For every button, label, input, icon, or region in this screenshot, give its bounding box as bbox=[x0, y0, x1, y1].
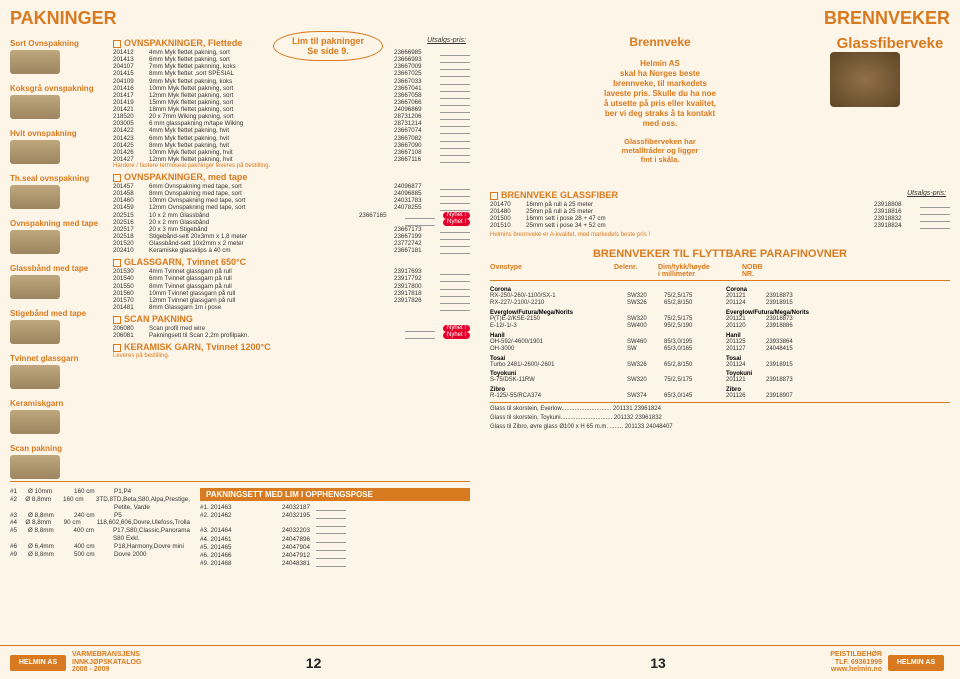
product-row: 2041099mm Myk flettet pakning, koks23667… bbox=[113, 78, 470, 85]
product-row: 21852020 x 7mm Wiking pakning, sort28731… bbox=[113, 113, 470, 120]
product-row: 20142118mm Myk flettet pakning, sort2409… bbox=[113, 106, 470, 113]
pf-right: Corona2011212391887320112423918915Evergl… bbox=[726, 285, 950, 401]
product-row: 20145912mm Ovnspakning med tape, sort240… bbox=[113, 204, 470, 211]
sidebar: Sort Ovnspakning Koksgrå ovnspakning Hvit … bbox=[10, 35, 105, 479]
product-row: 202518Stigebånd-sett 20x3mm x 1,8 meter2… bbox=[113, 233, 470, 240]
product-row: 2014158mm Myk flettet ,sort SPESIAL23667… bbox=[113, 70, 470, 77]
product-row: 20251510 x 2 mm Glassbånd23667165Nyhet ! bbox=[113, 212, 470, 219]
sidebar-item: Stigebånd med tape bbox=[10, 309, 105, 344]
product-row: 201520Glassbånd-sett 10x2mm x 2 meter237… bbox=[113, 240, 470, 247]
section-head: GLASSGARN, Tvinnet 650°C bbox=[113, 257, 470, 267]
product-row: 20141915mm Myk flettet pakning, sort2366… bbox=[113, 99, 470, 106]
section-head: OVNSPAKNINGER, med tape bbox=[113, 172, 470, 182]
product-row: 2015508mm Tvinnet glassgarn på rull23917… bbox=[113, 283, 470, 290]
product-row: 206081Pakningsett til Scan 2,2m profilpa… bbox=[113, 332, 470, 339]
sidebar-item: Scan pakning bbox=[10, 444, 105, 479]
page-left: 12 bbox=[306, 655, 322, 671]
logo-left: HELMIN AS bbox=[10, 655, 66, 671]
product-row: 20146010mm Ovnspakning med tape, sort240… bbox=[113, 197, 470, 204]
main-listing: Lim til pakningerSe side 9. Utsalgs-pris… bbox=[113, 35, 470, 479]
product-row: 20157012mm Tvinnet glassgarn på rull2391… bbox=[113, 297, 470, 304]
product-row: 2014818mm Glassgarn 1m i pose bbox=[113, 304, 470, 311]
glass-row: 20150016mm sett i pose 28 + 47 cm2391883… bbox=[490, 215, 950, 222]
right-title: BRENNVEKER bbox=[490, 8, 950, 29]
sidebar-item: Tvinnet glassgarn bbox=[10, 354, 105, 389]
glass-note: Helmins brennveke er A-kvalitet, med mar… bbox=[490, 232, 950, 238]
pf-head: Ovnstype Delenr. Dim/tykk/høydei millime… bbox=[490, 264, 950, 278]
product-row: 2014588mm Ovnspakning med tape, sort2409… bbox=[113, 190, 470, 197]
strip-left: #1Ø 10mm160 cmP1,P4#2Ø 8,8mm160 cm3TD,8T… bbox=[10, 488, 190, 568]
product-row: 202410Keramiske glassklips à 40 cm236671… bbox=[113, 247, 470, 254]
product-row: 2015304mm Tvinnet glassgarn på rull23917… bbox=[113, 268, 470, 275]
glass-row: 20147016mm på rull à 25 meter23918808 bbox=[490, 201, 950, 208]
orange-band: PAKNINGSETT MED LIM I OPPHENGSPOSE bbox=[200, 488, 470, 501]
logo-right: HELMIN AS bbox=[888, 655, 944, 671]
product-row: 2014576mm Ovnspakning med tape, sort2409… bbox=[113, 183, 470, 190]
glass-row: 20151025mm sett i pose 34 + 52 cm2391882… bbox=[490, 222, 950, 229]
callout: Lim til pakningerSe side 9. bbox=[273, 31, 383, 61]
promo2: Glassfiberveken harmetalltråder og ligge… bbox=[490, 137, 830, 164]
sub2: Glassfiberveke bbox=[830, 35, 950, 52]
sidebar-item: Hvit ovnspakning bbox=[10, 129, 105, 164]
sidebar-item: Koksgrå ovnspakning bbox=[10, 84, 105, 119]
glass-head: BRENNVEKE GLASSFIBER bbox=[490, 190, 950, 200]
sub1: Brennveke bbox=[490, 35, 830, 49]
section-head: KERAMISK GARN, Tvinnet 1200°C bbox=[113, 342, 470, 352]
sidebar-item: Sort Ovnspakning bbox=[10, 39, 105, 74]
product-row: 20141610mm Myk flettet pakning, sort2366… bbox=[113, 85, 470, 92]
product-row: 2030056 mm glasspakning m/tape Wiking287… bbox=[113, 120, 470, 127]
sidebar-item: Keramiskgarn bbox=[10, 399, 105, 434]
product-row: 20141712mm Myk flettet pakning, sort2366… bbox=[113, 92, 470, 99]
sidebar-item: Th.seal ovnspakning bbox=[10, 174, 105, 209]
product-row: 20142610mm Myk flettet pakning, hvit2366… bbox=[113, 149, 470, 156]
section-head: SCAN PAKNING bbox=[113, 314, 470, 324]
strip-right: PAKNINGSETT MED LIM I OPPHENGSPOSE #1. 2… bbox=[200, 488, 470, 568]
glass-row: 20148025mm på rull à 25 meter23918816 bbox=[490, 208, 950, 215]
promo: Helmin ASskal ha Norges bestebrennveke, … bbox=[490, 59, 830, 129]
product-row: 2041077mm Myk flettet paknning, koks2366… bbox=[113, 63, 470, 70]
product-row: 20142712mm Myk flettet pakning, hvit2366… bbox=[113, 156, 470, 163]
utsalgs-right: Utsalgs-pris: bbox=[907, 190, 946, 197]
parafin-title: BRENNVEKER TIL FLYTTBARE PARAFINOVNER bbox=[490, 248, 950, 260]
product-row: 20251620 x 2 mm GlassbåndNyhet ! bbox=[113, 219, 470, 226]
pf-left: CoronaRX-250/-260/-1100/SX-1SW32075/2,5/… bbox=[490, 285, 714, 401]
sidebar-item: Ovnspakning med tape bbox=[10, 219, 105, 254]
glass-lines: Glass til skorstein, Everlow............… bbox=[490, 406, 950, 430]
glassfiber-image bbox=[830, 52, 900, 107]
product-row: 2014236mm Myk flettet pakning, hvit23667… bbox=[113, 135, 470, 142]
page-right: 13 bbox=[650, 655, 666, 671]
product-row: 206080Scan profil med wireNyhet ! bbox=[113, 325, 470, 332]
product-row: 20156010mm Tvinnet glassgarn på rull2391… bbox=[113, 290, 470, 297]
product-row: 2014258mm Myk flettet pakning, hvit23667… bbox=[113, 142, 470, 149]
sidebar-item: Glassbånd med tape bbox=[10, 264, 105, 299]
left-title: PAKNINGER bbox=[10, 8, 470, 29]
footer: HELMIN AS VARMEBRANSJENS INNKJØPSKATALOG… bbox=[0, 645, 960, 679]
utsalgs-label: Utsalgs-pris: bbox=[427, 37, 466, 44]
product-row: 2015406mm Tvinnet glassgarn på rull23917… bbox=[113, 275, 470, 282]
product-row: 2014224mm Myk flettet pakning, hvit23667… bbox=[113, 127, 470, 134]
product-row: 20251720 x 3 mm Stigebånd23667173 bbox=[113, 226, 470, 233]
